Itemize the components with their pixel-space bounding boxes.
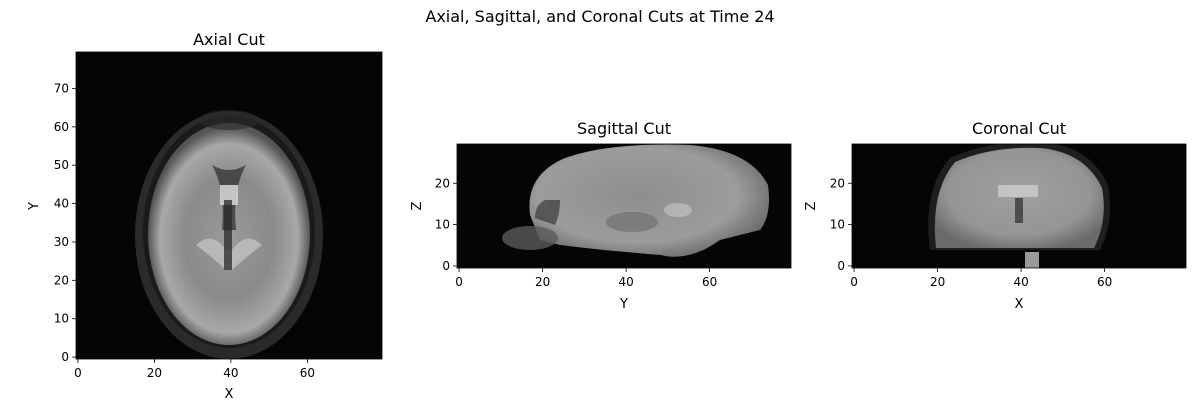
coronal-panel: Coronal Cut 0 20 40 60 0 10 20 X Z — [804, 119, 1187, 312]
coronal-x-ticks: 0 20 40 60 — [850, 268, 1112, 289]
coronal-title: Coronal Cut — [972, 119, 1066, 138]
axial-x-tick-label: 20 — [147, 366, 162, 380]
sagittal-y-tick-label: 0 — [442, 259, 450, 273]
coronal-frame — [851, 143, 1187, 269]
sagittal-y-ticks: 0 10 20 — [435, 176, 457, 273]
axial-x-tick-label: 0 — [74, 366, 82, 380]
axial-panel: Axial Cut 0 20 40 60 0 10 20 30 40 50 60 70 X Y — [27, 30, 383, 400]
sagittal-x-label: Y — [619, 297, 628, 312]
coronal-x-tick-label: 60 — [1097, 275, 1112, 289]
sagittal-y-tick-label: 20 — [435, 176, 450, 190]
axial-frame — [75, 51, 383, 360]
axial-y-tick-label: 30 — [54, 235, 69, 249]
sagittal-x-tick-label: 40 — [618, 275, 633, 289]
coronal-y-tick-label: 0 — [837, 259, 845, 273]
sagittal-title: Sagittal Cut — [577, 119, 671, 138]
axial-x-label: X — [225, 387, 234, 400]
axial-y-tick-label: 0 — [61, 350, 69, 364]
axial-y-tick-label: 60 — [54, 120, 69, 134]
sagittal-x-tick-label: 60 — [702, 275, 717, 289]
axial-y-ticks: 0 10 20 30 40 50 60 70 — [54, 81, 76, 364]
figure-title: Axial, Sagittal, and Coronal Cuts at Tim… — [425, 7, 774, 26]
sagittal-x-ticks: 0 20 40 60 — [455, 268, 717, 289]
sagittal-frame — [456, 143, 792, 269]
coronal-y-ticks: 0 10 20 — [830, 176, 852, 273]
coronal-y-label: Z — [804, 201, 819, 210]
coronal-y-tick-label: 10 — [830, 218, 845, 232]
axial-image — [76, 52, 382, 359]
axial-y-tick-label: 40 — [54, 197, 69, 211]
axial-y-tick-label: 70 — [54, 81, 69, 95]
coronal-x-tick-label: 40 — [1013, 275, 1028, 289]
sagittal-x-tick-label: 20 — [535, 275, 550, 289]
coronal-y-tick-label: 20 — [830, 176, 845, 190]
axial-x-ticks: 0 20 40 60 — [74, 359, 315, 380]
sagittal-y-label: Z — [410, 201, 425, 210]
axial-y-tick-label: 10 — [54, 312, 69, 326]
axial-x-tick-label: 60 — [300, 366, 315, 380]
axial-y-label: Y — [27, 202, 42, 211]
axial-y-tick-label: 50 — [54, 158, 69, 172]
coronal-x-tick-label: 0 — [850, 275, 858, 289]
sagittal-x-tick-label: 0 — [455, 275, 463, 289]
axial-x-tick-label: 40 — [223, 366, 238, 380]
axial-title: Axial Cut — [193, 30, 265, 49]
coronal-image — [852, 144, 1186, 268]
sagittal-panel: Sagittal Cut 0 20 40 60 0 10 20 Y Z — [410, 119, 792, 312]
axial-y-tick-label: 20 — [54, 273, 69, 287]
sagittal-image — [457, 144, 791, 268]
coronal-x-tick-label: 20 — [930, 275, 945, 289]
coronal-x-label: X — [1015, 297, 1024, 312]
sagittal-y-tick-label: 10 — [435, 218, 450, 232]
